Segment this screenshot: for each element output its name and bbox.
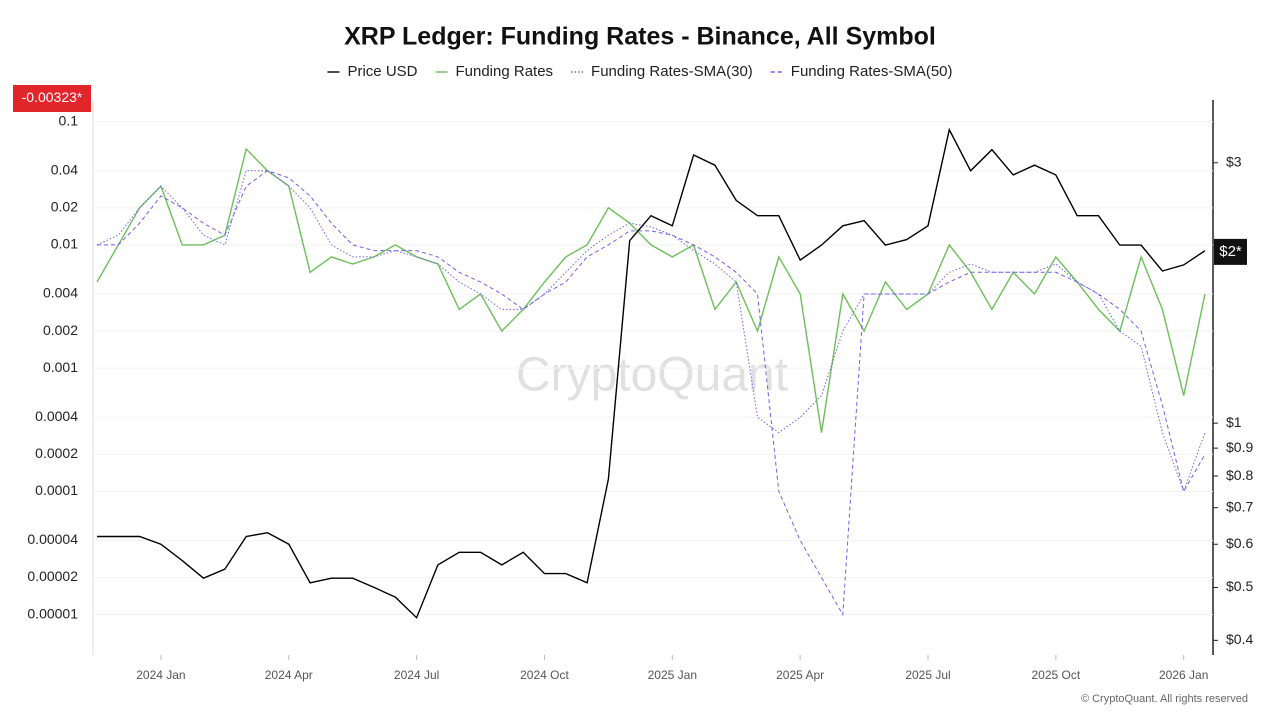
y2-tick-label: $0.6: [1226, 535, 1253, 551]
price-badge-label: $2*: [1219, 243, 1242, 260]
y-tick-label: 0.00001: [27, 605, 78, 621]
series-line: [97, 170, 1206, 617]
y-tick-label: 0.00004: [27, 531, 78, 547]
funding-badge: [13, 85, 91, 112]
y2-tick-label: $0.5: [1226, 578, 1253, 594]
y2-tick-label: $0.4: [1226, 631, 1253, 647]
price-badge: [1214, 238, 1247, 265]
y-tick-label: 0.0004: [35, 408, 78, 424]
footer: © CryptoQuant. All rights reserved: [1081, 693, 1248, 705]
watermark: CryptoQuant: [516, 349, 788, 402]
y2-tick-label: $0.8: [1226, 467, 1253, 483]
legend-label: Funding Rates-SMA(50): [791, 63, 953, 80]
x-tick-label: 2024 Oct: [520, 668, 569, 682]
y-tick-label: 0.04: [51, 161, 78, 177]
y2-tick-label: $1: [1226, 414, 1242, 430]
y-tick-label: 0.1: [59, 112, 79, 128]
x-tick-label: 2026 Jan: [1159, 668, 1208, 682]
legend-label: Price USD: [347, 63, 417, 80]
legend-label: Funding Rates: [455, 63, 553, 80]
x-tick-label: 2024 Jul: [394, 668, 439, 682]
y-tick-label: 0.001: [43, 359, 78, 375]
legend-label: Funding Rates-SMA(30): [591, 63, 753, 80]
y-tick-label: 0.01: [51, 236, 78, 252]
y2-tick-label: $3: [1226, 153, 1242, 169]
x-tick-label: 2025 Oct: [1031, 668, 1080, 682]
x-tick-label: 2025 Apr: [776, 668, 824, 682]
funding-badge-label: -0.00323*: [22, 89, 83, 105]
x-tick-label: 2024 Apr: [265, 668, 313, 682]
y-tick-label: 0.02: [51, 199, 78, 215]
y-tick-label: 0.002: [43, 322, 78, 338]
x-tick-label: 2025 Jul: [905, 668, 950, 682]
series-line: [97, 127, 1206, 619]
x-tick-label: 2024 Jan: [136, 668, 185, 682]
y2-tick-label: $0.7: [1226, 498, 1253, 514]
chart-title: XRP Ledger: Funding Rates - Binance, All…: [344, 23, 936, 51]
y-tick-label: 0.004: [43, 285, 78, 301]
legend: Price USD Funding Rates Funding Rates-SMA(…: [327, 63, 953, 80]
y-tick-label: 0.0001: [35, 482, 78, 498]
y-tick-label: 0.00002: [27, 568, 78, 584]
y2-tick-label: $0.9: [1226, 439, 1253, 455]
x-tick-label: 2025 Jan: [648, 668, 697, 682]
y-tick-label: 0.0002: [35, 445, 78, 461]
series-line: [96, 147, 1206, 433]
